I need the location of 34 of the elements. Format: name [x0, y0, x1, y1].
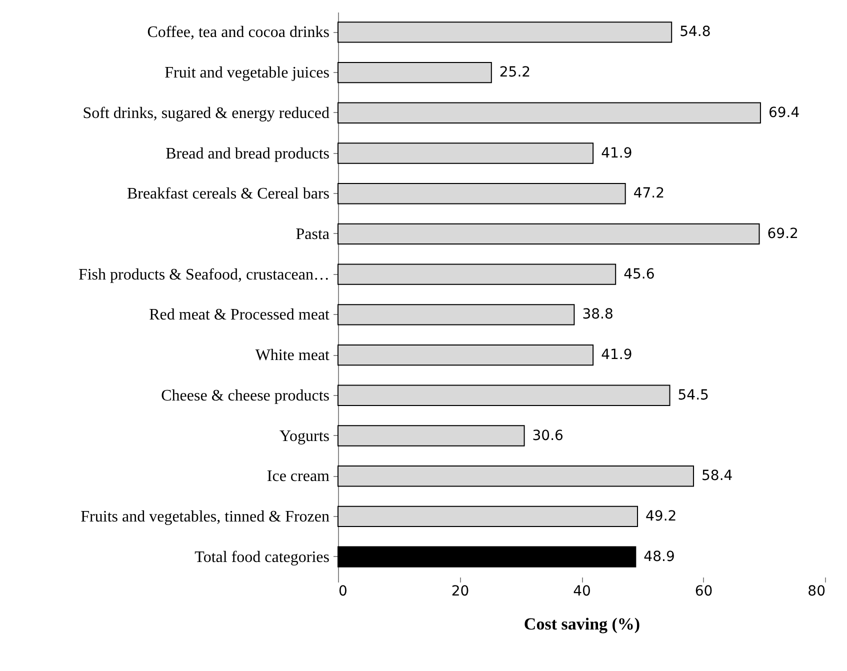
- data-label: 25.2: [499, 64, 531, 81]
- y-tick-label: Fruits and vegetables, tinned & Frozen: [80, 508, 330, 526]
- y-tick-label: Fish products & Seafood, crustacean…: [78, 266, 330, 284]
- y-tick-label: Bread and bread products: [166, 145, 330, 162]
- data-label: 45.6: [624, 266, 655, 282]
- y-tick-label: Pasta: [296, 226, 330, 243]
- y-tick-label: Fruit and vegetable juices: [164, 64, 330, 82]
- data-label: 49.2: [646, 508, 677, 524]
- y-tick-label: Soft drinks, sugared & energy reduced: [82, 104, 330, 122]
- y-tick-label: Cheese & cheese products: [161, 387, 330, 404]
- x-tick-label: 0: [338, 584, 348, 600]
- x-tick-label: 20: [451, 584, 470, 600]
- x-axis-title: Cost saving (%): [524, 614, 640, 634]
- y-tick-label: Ice cream: [266, 468, 330, 486]
- x-tick-label: 40: [573, 584, 591, 600]
- data-label: 69.2: [767, 226, 798, 242]
- data-label: 69.4: [768, 104, 800, 121]
- data-label: 54.8: [680, 24, 711, 40]
- x-tick-label: 60: [694, 584, 713, 600]
- data-label: 54.5: [678, 387, 709, 404]
- y-tick-label: Coffee, tea and cocoa drinks: [147, 24, 330, 42]
- y-tick-label: Breakfast cereals & Cereal bars: [126, 186, 330, 203]
- y-tick-label: Yogurts: [280, 428, 330, 445]
- data-label: 41.9: [601, 347, 632, 364]
- data-label: 48.9: [644, 548, 675, 565]
- data-label: 30.6: [532, 428, 564, 444]
- data-label: 41.9: [601, 145, 632, 162]
- data-label: 47.2: [633, 186, 664, 202]
- data-label: 58.4: [702, 468, 733, 484]
- x-tick-label: 80: [808, 584, 826, 600]
- y-tick-label: White meat: [255, 347, 330, 364]
- data-label: 38.8: [582, 306, 614, 323]
- y-tick-label: Total food categories: [194, 548, 330, 566]
- y-tick-label: Red meat & Processed meat: [149, 306, 330, 324]
